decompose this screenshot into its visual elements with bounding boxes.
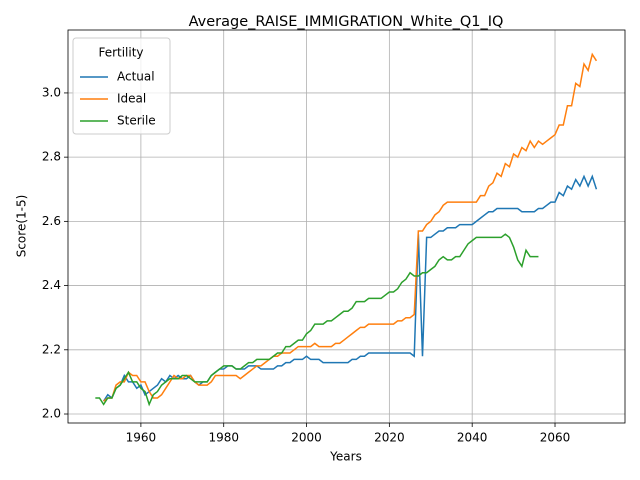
legend-label: Sterile [117, 114, 156, 128]
series-line [103, 52, 598, 402]
x-tick-label: 2000 [291, 431, 322, 445]
y-tick-label: 2.2 [42, 342, 61, 356]
x-tick-label: 2040 [457, 431, 488, 445]
y-axis-label: Score(1-5) [15, 195, 29, 258]
chart-title: Average_RAISE_IMMIGRATION_White_Q1_IQ [189, 14, 504, 30]
x-tick-label: 2060 [540, 431, 571, 445]
plot-frame [67, 29, 626, 424]
y-tick-label: 3.0 [42, 85, 61, 99]
x-tick-label: 2020 [374, 431, 405, 445]
x-tick-label: 1980 [208, 431, 239, 445]
y-tick-label: 2.8 [42, 150, 61, 164]
x-tick-label: 1960 [126, 431, 157, 445]
y-tick-label: 2.6 [42, 214, 61, 228]
legend-title: Fertility [98, 46, 143, 60]
legend-label: Ideal [117, 92, 146, 106]
series-line [102, 174, 598, 402]
y-tick-label: 2.0 [42, 407, 61, 421]
series-line [95, 233, 539, 407]
y-tick-label: 2.4 [42, 278, 61, 292]
legend-box [72, 37, 171, 135]
legend: Fertility Actual Ideal Sterile [72, 37, 171, 135]
x-axis-label: Years [329, 450, 362, 464]
legend-label: Actual [117, 70, 155, 84]
